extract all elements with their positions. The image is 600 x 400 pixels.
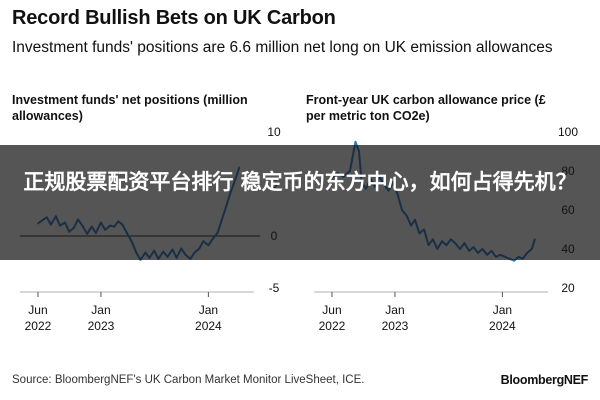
x-tick-label: 2023 [382,319,409,333]
data-point [354,140,357,143]
x-tick-label: Jun [322,303,341,317]
page-subtitle: Investment funds' positions are 6.6 mill… [12,39,553,56]
x-tick-label: 2022 [25,319,52,333]
y-tick-label: 20 [561,281,575,295]
overlay-banner-text[interactable]: 正规股票配资平台排行 稳定币的东方中心，如何占得先机？ [23,170,577,194]
x-tick-label: Jan [91,303,110,317]
source-note: Source: BloombergNEF's UK Carbon Market … [12,374,365,386]
x-tick-label: Jan [493,303,512,317]
left-chart-title: Investment funds' net positions (million… [12,93,248,123]
brand-logo: BloombergNEF [500,373,589,387]
y-tick-label: 100 [558,125,578,139]
x-tick-label: Jan [199,303,218,317]
x-tick-label: 2022 [319,319,346,333]
overlay-banner: 正规股票配资平台排行 稳定币的东方中心，如何占得先机？ [0,145,600,260]
y-tick-label: -5 [269,281,280,295]
right-chart-title: Front-year UK carbon allowance price (£ … [306,93,546,123]
data-point [513,259,516,262]
x-tick-label: 2024 [195,319,222,333]
x-tick-label: Jun [28,303,47,317]
x-tick-label: Jan [385,303,404,317]
x-tick-label: 2024 [489,319,516,333]
page-title: Record Bullish Bets on UK Carbon [12,7,336,29]
x-tick-label: 2023 [88,319,115,333]
y-tick-label: 10 [267,125,281,139]
